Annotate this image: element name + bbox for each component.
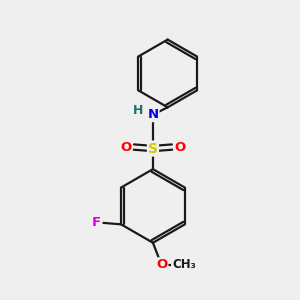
Text: N: N: [147, 108, 158, 121]
Text: F: F: [92, 216, 100, 230]
Text: O: O: [120, 141, 131, 154]
Text: S: S: [148, 142, 158, 155]
Text: O: O: [156, 258, 167, 271]
Text: H: H: [133, 104, 143, 117]
Text: O: O: [175, 141, 186, 154]
Text: CH₃: CH₃: [172, 258, 196, 271]
